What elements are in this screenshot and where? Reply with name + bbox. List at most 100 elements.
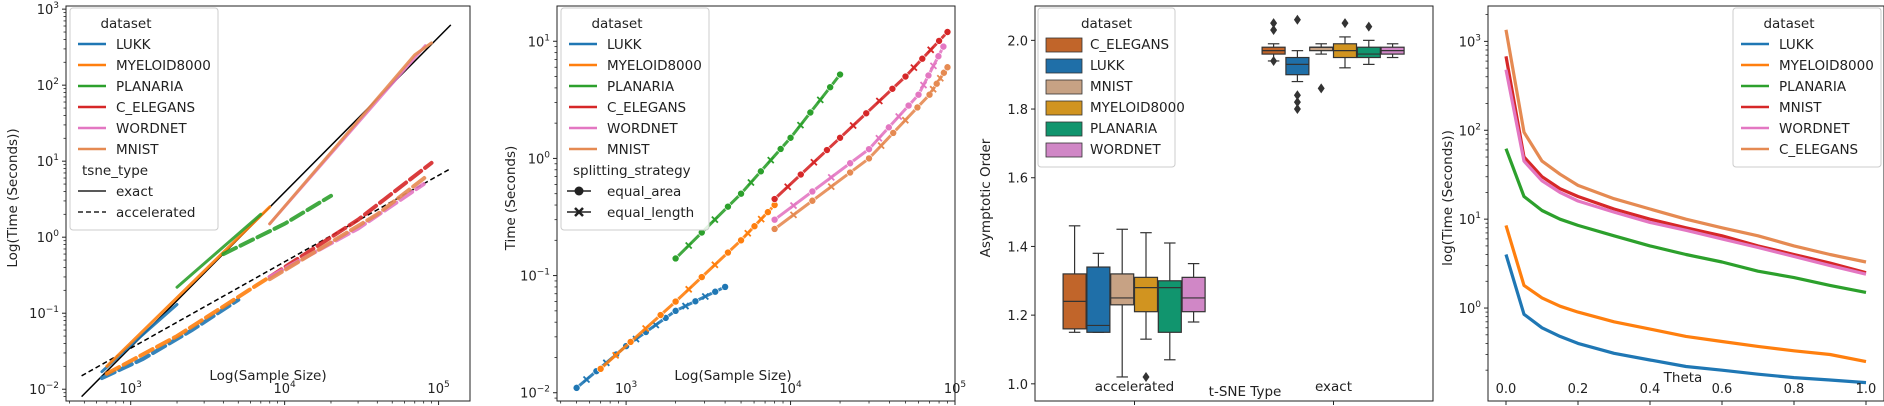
y-tick-label-1-2-exp: 0 — [544, 150, 550, 160]
legend-2-swatch-5 — [1045, 142, 1083, 158]
series-line-planaria-accelerated — [221, 193, 333, 257]
marker-circle-mnist — [943, 63, 952, 72]
y-tick-label-3-2-exp: 2 — [1475, 122, 1481, 132]
marker-circle-planaria — [806, 108, 815, 117]
marker-circle-wordnet — [865, 145, 873, 153]
marker-x-c_elegans — [849, 121, 857, 130]
series-line-wordnet — [1504, 69, 1867, 276]
y-axis-label-2: Asymptotic Order — [978, 138, 994, 257]
legend-2-label-4: PLANARIA — [1090, 121, 1158, 137]
y-tick-label-1-2: 100 — [528, 150, 551, 167]
marker-circle-mnist — [940, 68, 948, 77]
legend-2-label-5: WORDNET — [1090, 142, 1161, 158]
legend-1-label-5: MNIST — [607, 142, 650, 158]
legend-1-style-label-1: equal_length — [607, 205, 694, 221]
x-tick-label-3-2: 0.4 — [1640, 382, 1661, 397]
legend-2-title: dataset — [1081, 16, 1132, 32]
marker-x-wordnet — [789, 201, 798, 210]
y-tick-label-0-2: 100 — [37, 229, 60, 246]
flier-lukk-exact-0 — [1293, 104, 1301, 115]
marker-circle-myeloid8000 — [737, 236, 745, 245]
marker-circle-planaria — [671, 254, 680, 263]
marker-circle-mnist — [770, 225, 779, 233]
y-tick-label-3-0: 100 — [1459, 300, 1482, 317]
flier-lukk-exact-1 — [1293, 97, 1301, 108]
marker-x-c_elegans — [910, 63, 918, 72]
x-tick-label-0-0-base: 10 — [120, 382, 137, 397]
legend-0-subtitle: tsne_type — [82, 163, 148, 179]
y-axis-label-3: log(Time (Seconds)) — [1440, 130, 1456, 266]
legend-2-swatch-0 — [1045, 37, 1083, 53]
marker-circle-planaria — [776, 145, 785, 153]
legend-2-label-0: C_ELEGANS — [1090, 37, 1169, 53]
legend-1-label-3: C_ELEGANS — [607, 100, 686, 116]
x-category-label-1: exact — [1315, 379, 1352, 395]
marker-x-mnist — [827, 182, 835, 191]
series-line-mnist-accelerated — [267, 173, 430, 282]
marker-circle-planaria — [826, 83, 834, 91]
marker-x-myeloid8000 — [757, 215, 765, 223]
marker-circle-c_elegans — [888, 84, 897, 93]
marker-x-lukk — [582, 375, 591, 384]
y-tick-label-3-1-base: 10 — [1459, 213, 1476, 228]
marker-circle-myeloid8000 — [656, 311, 665, 319]
legend-1-label-2: PLANARIA — [607, 79, 675, 95]
marker-x-mnist — [877, 142, 885, 150]
marker-circle-wordnet — [846, 159, 854, 168]
marker-circle-wordnet — [885, 123, 893, 132]
y-tick-label-1-3: 101 — [528, 33, 550, 50]
chart-panel-2: accelerated exact 1.0 1.2 1.4 1.6 1.8 2.0 t-SNE … — [978, 5, 1434, 405]
legend-0-style-label-0: exact — [116, 184, 153, 200]
y-tick-label-2-4: 1.8 — [1007, 103, 1028, 118]
y-tick-label-0-3-base: 10 — [37, 155, 54, 170]
marker-x-planaria — [767, 156, 775, 164]
marker-x-c_elegans — [875, 97, 883, 105]
x-category-label-0: accelerated — [1095, 379, 1174, 395]
panel-2-frame — [1034, 5, 1434, 402]
marker-x-myeloid8000 — [711, 261, 719, 269]
flier-mnist-exact-0 — [1317, 83, 1325, 94]
y-tick-label-0-4: 102 — [37, 77, 59, 94]
y-tick-label-0-4-exp: 2 — [53, 77, 59, 87]
x-tick-label-0-1-base: 10 — [273, 382, 290, 397]
x-tick-label-3-1: 0.2 — [1568, 382, 1589, 397]
legend-1-style-marker-0 — [574, 186, 584, 196]
marker-x-wordnet — [875, 134, 883, 142]
chart-panel-3: 0.0 0.2 0.4 0.6 0.8 1.0100101102103Thetalog(T… — [1440, 5, 1884, 405]
box-planaria-exact — [1356, 46, 1381, 59]
x-axis-label-3: Theta — [1663, 370, 1703, 386]
legend-3-label-2: PLANARIA — [1779, 79, 1847, 95]
y-tick-label-0-5-base: 10 — [37, 3, 54, 18]
legend-3-label-5: C_ELEGANS — [1779, 142, 1858, 158]
marker-x-wordnet — [827, 173, 835, 181]
series-line-mnist-exact — [268, 41, 433, 226]
legend-1-label-0: LUKK — [607, 37, 643, 53]
marker-x-lukk — [701, 292, 709, 301]
legend-2-label-1: LUKK — [1090, 58, 1126, 74]
marker-circle-c_elegans — [770, 195, 779, 203]
y-tick-label-3-2: 102 — [1459, 122, 1481, 139]
x-tick-label-0-2-base: 10 — [427, 382, 444, 397]
marker-x-wordnet — [919, 81, 928, 89]
marker-x-mnist — [789, 211, 798, 219]
flier-c_elegans-exact-2 — [1270, 18, 1278, 29]
marker-circle-myeloid8000 — [724, 248, 732, 257]
x-tick-label-3-3: 0.6 — [1712, 382, 1733, 397]
y-axis-label-1: Time (Seconds) — [503, 146, 519, 252]
plot-area-1 — [572, 28, 952, 392]
marker-circle-mnist — [932, 79, 941, 88]
legend-0-label-3: C_ELEGANS — [116, 100, 195, 116]
marker-circle-mnist — [889, 129, 898, 137]
marker-circle-mnist — [913, 103, 922, 112]
x-tick-label-0-0: 103 — [120, 380, 142, 397]
box-lukk-exact — [1285, 56, 1310, 76]
y-tick-label-1-0: 10−2 — [520, 385, 550, 402]
marker-x-myeloid8000 — [641, 324, 650, 333]
y-tick-label-3-0-exp: 0 — [1475, 300, 1481, 310]
x-tick-label-1-2: 105 — [944, 380, 966, 397]
legend-3-label-1: MYELOID8000 — [1779, 58, 1874, 74]
x-tick-label-1-0: 103 — [615, 380, 637, 397]
y-tick-label-2-1: 1.2 — [1007, 309, 1028, 324]
x-axis-label-2: t-SNE Type — [1209, 384, 1282, 400]
